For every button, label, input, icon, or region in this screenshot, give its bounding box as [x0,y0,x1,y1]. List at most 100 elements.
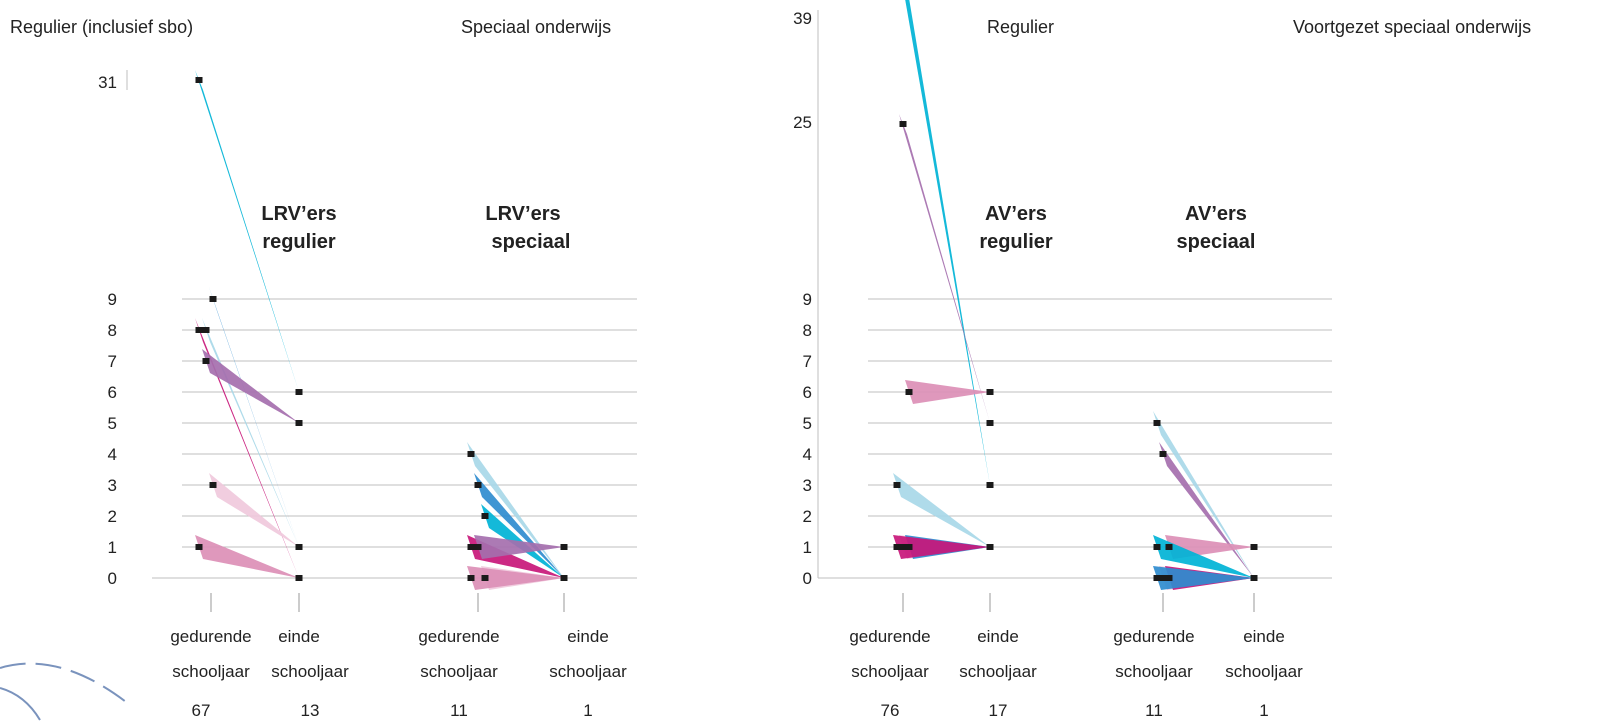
point-start-marker [467,451,475,457]
point-start-marker [1159,451,1167,457]
av-series-marks [893,0,1258,590]
point-start-marker [1153,420,1161,426]
point-start-marker [1153,544,1161,550]
point-end-marker [986,544,994,550]
point-start-marker [899,121,907,127]
y-tick-label: 3 [108,476,117,495]
lrv-series-marks [195,70,568,590]
y-tick-label: 2 [108,507,117,526]
point-start-marker [893,544,901,550]
x-category-label: schooljaar [271,662,349,681]
x-category-label: einde [977,627,1019,646]
point-end-marker [986,420,994,426]
series-wedge-purple [474,535,564,559]
point-start-marker [474,544,482,550]
y-tick-label: 0 [803,569,812,588]
x-category-count: 11 [450,701,468,720]
y-tick-label: 1 [108,538,117,557]
decorative-arc-inner [0,687,41,721]
x-category-count: 11 [1145,701,1163,720]
series-wedge-cyan [905,0,990,485]
section-voortgezet-speciaal-onderwijs: Voortgezet speciaal onderwijs [1293,17,1531,37]
series-wedge-magenta [893,535,990,559]
x-category-label: schooljaar [420,662,498,681]
x-category-label: schooljaar [172,662,250,681]
point-end-marker [560,544,568,550]
x-category-label: gedurende [418,627,499,646]
y-tick-label: 9 [108,290,117,309]
point-end-marker [560,575,568,581]
y-tick-label: 5 [108,414,117,433]
point-end-marker [1250,544,1258,550]
x-category-label: schooljaar [959,662,1037,681]
section-regulier: Regulier [987,17,1054,37]
point-start-marker [893,482,901,488]
point-start-marker [202,327,210,333]
point-start-marker [1159,575,1167,581]
x-category-count: 13 [301,701,320,720]
decorative-arc [0,662,131,706]
series-wedge-blue [209,287,299,547]
section-regulier-sbo: Regulier (inclusief sbo) [10,17,193,37]
av-panel: Regulier Voortgezet speciaal onderwijs A… [793,0,1531,720]
series-wedge-purple [899,114,990,423]
point-start-marker [467,544,475,550]
x-category-label: einde [278,627,320,646]
point-start-marker [195,77,203,83]
x-category-label: gedurende [849,627,930,646]
group-title-lrv-speciaal-2: speciaal [492,231,571,253]
series-wedge-pink [905,380,990,404]
point-start-marker [481,513,489,519]
x-category-label: einde [1243,627,1285,646]
point-start-marker [899,544,907,550]
point-start-marker [209,296,217,302]
x-category-count: 17 [989,701,1008,720]
series-wedge-cyan [1153,535,1254,578]
x-category-label: einde [567,627,609,646]
point-start-marker [905,389,913,395]
point-start-marker [1153,575,1161,581]
lrv-gridlines [126,70,637,579]
group-title-av-regulier-2: regulier [979,231,1053,253]
y-tick-label: 7 [803,352,812,371]
point-end-marker [295,544,303,550]
x-category-count: 1 [1259,701,1268,720]
y-tick-label: 4 [803,445,812,464]
y-tick-label: 5 [803,414,812,433]
y-tick-label: 25 [793,113,812,132]
series-wedge-pink [195,535,299,578]
series-wedge-cyan [481,504,564,578]
x-category-label: schooljaar [851,662,929,681]
x-category-label: schooljaar [1225,662,1303,681]
x-category-label: gedurende [170,627,251,646]
y-tick-label: 2 [803,507,812,526]
point-start-marker [481,575,489,581]
series-wedge-blue [474,473,564,578]
y-tick-label: 3 [803,476,812,495]
group-title-av-speciaal-2: speciaal [1177,231,1256,253]
point-start-marker [467,575,475,581]
series-wedge-pink [467,566,564,590]
point-start-marker [1165,575,1173,581]
series-wedge-light_pink [209,473,299,547]
point-start-marker [195,544,203,550]
y-tick-label: 8 [108,321,117,340]
point-end-marker [295,420,303,426]
point-end-marker [1250,575,1258,581]
series-wedge-light_blue [893,473,990,547]
group-title-av-regulier-1: AV’ers [985,203,1047,225]
point-end-marker [986,389,994,395]
y-tick-label: 7 [108,352,117,371]
y-tick-label: 1 [803,538,812,557]
x-category-label: gedurende [1113,627,1194,646]
x-category-count: 76 [881,701,900,720]
point-start-marker [195,327,203,333]
series-wedge-light_blue [1153,411,1254,578]
x-category-label: schooljaar [1115,662,1193,681]
series-wedge-magenta [195,318,299,578]
y-tick-label: 6 [803,383,812,402]
point-start-marker [209,482,217,488]
point-end-marker [295,389,303,395]
group-title-lrv-regulier-1: LRV’ers [261,203,336,225]
lrv-panel: Regulier (inclusief sbo) Speciaal onderw… [10,17,637,720]
